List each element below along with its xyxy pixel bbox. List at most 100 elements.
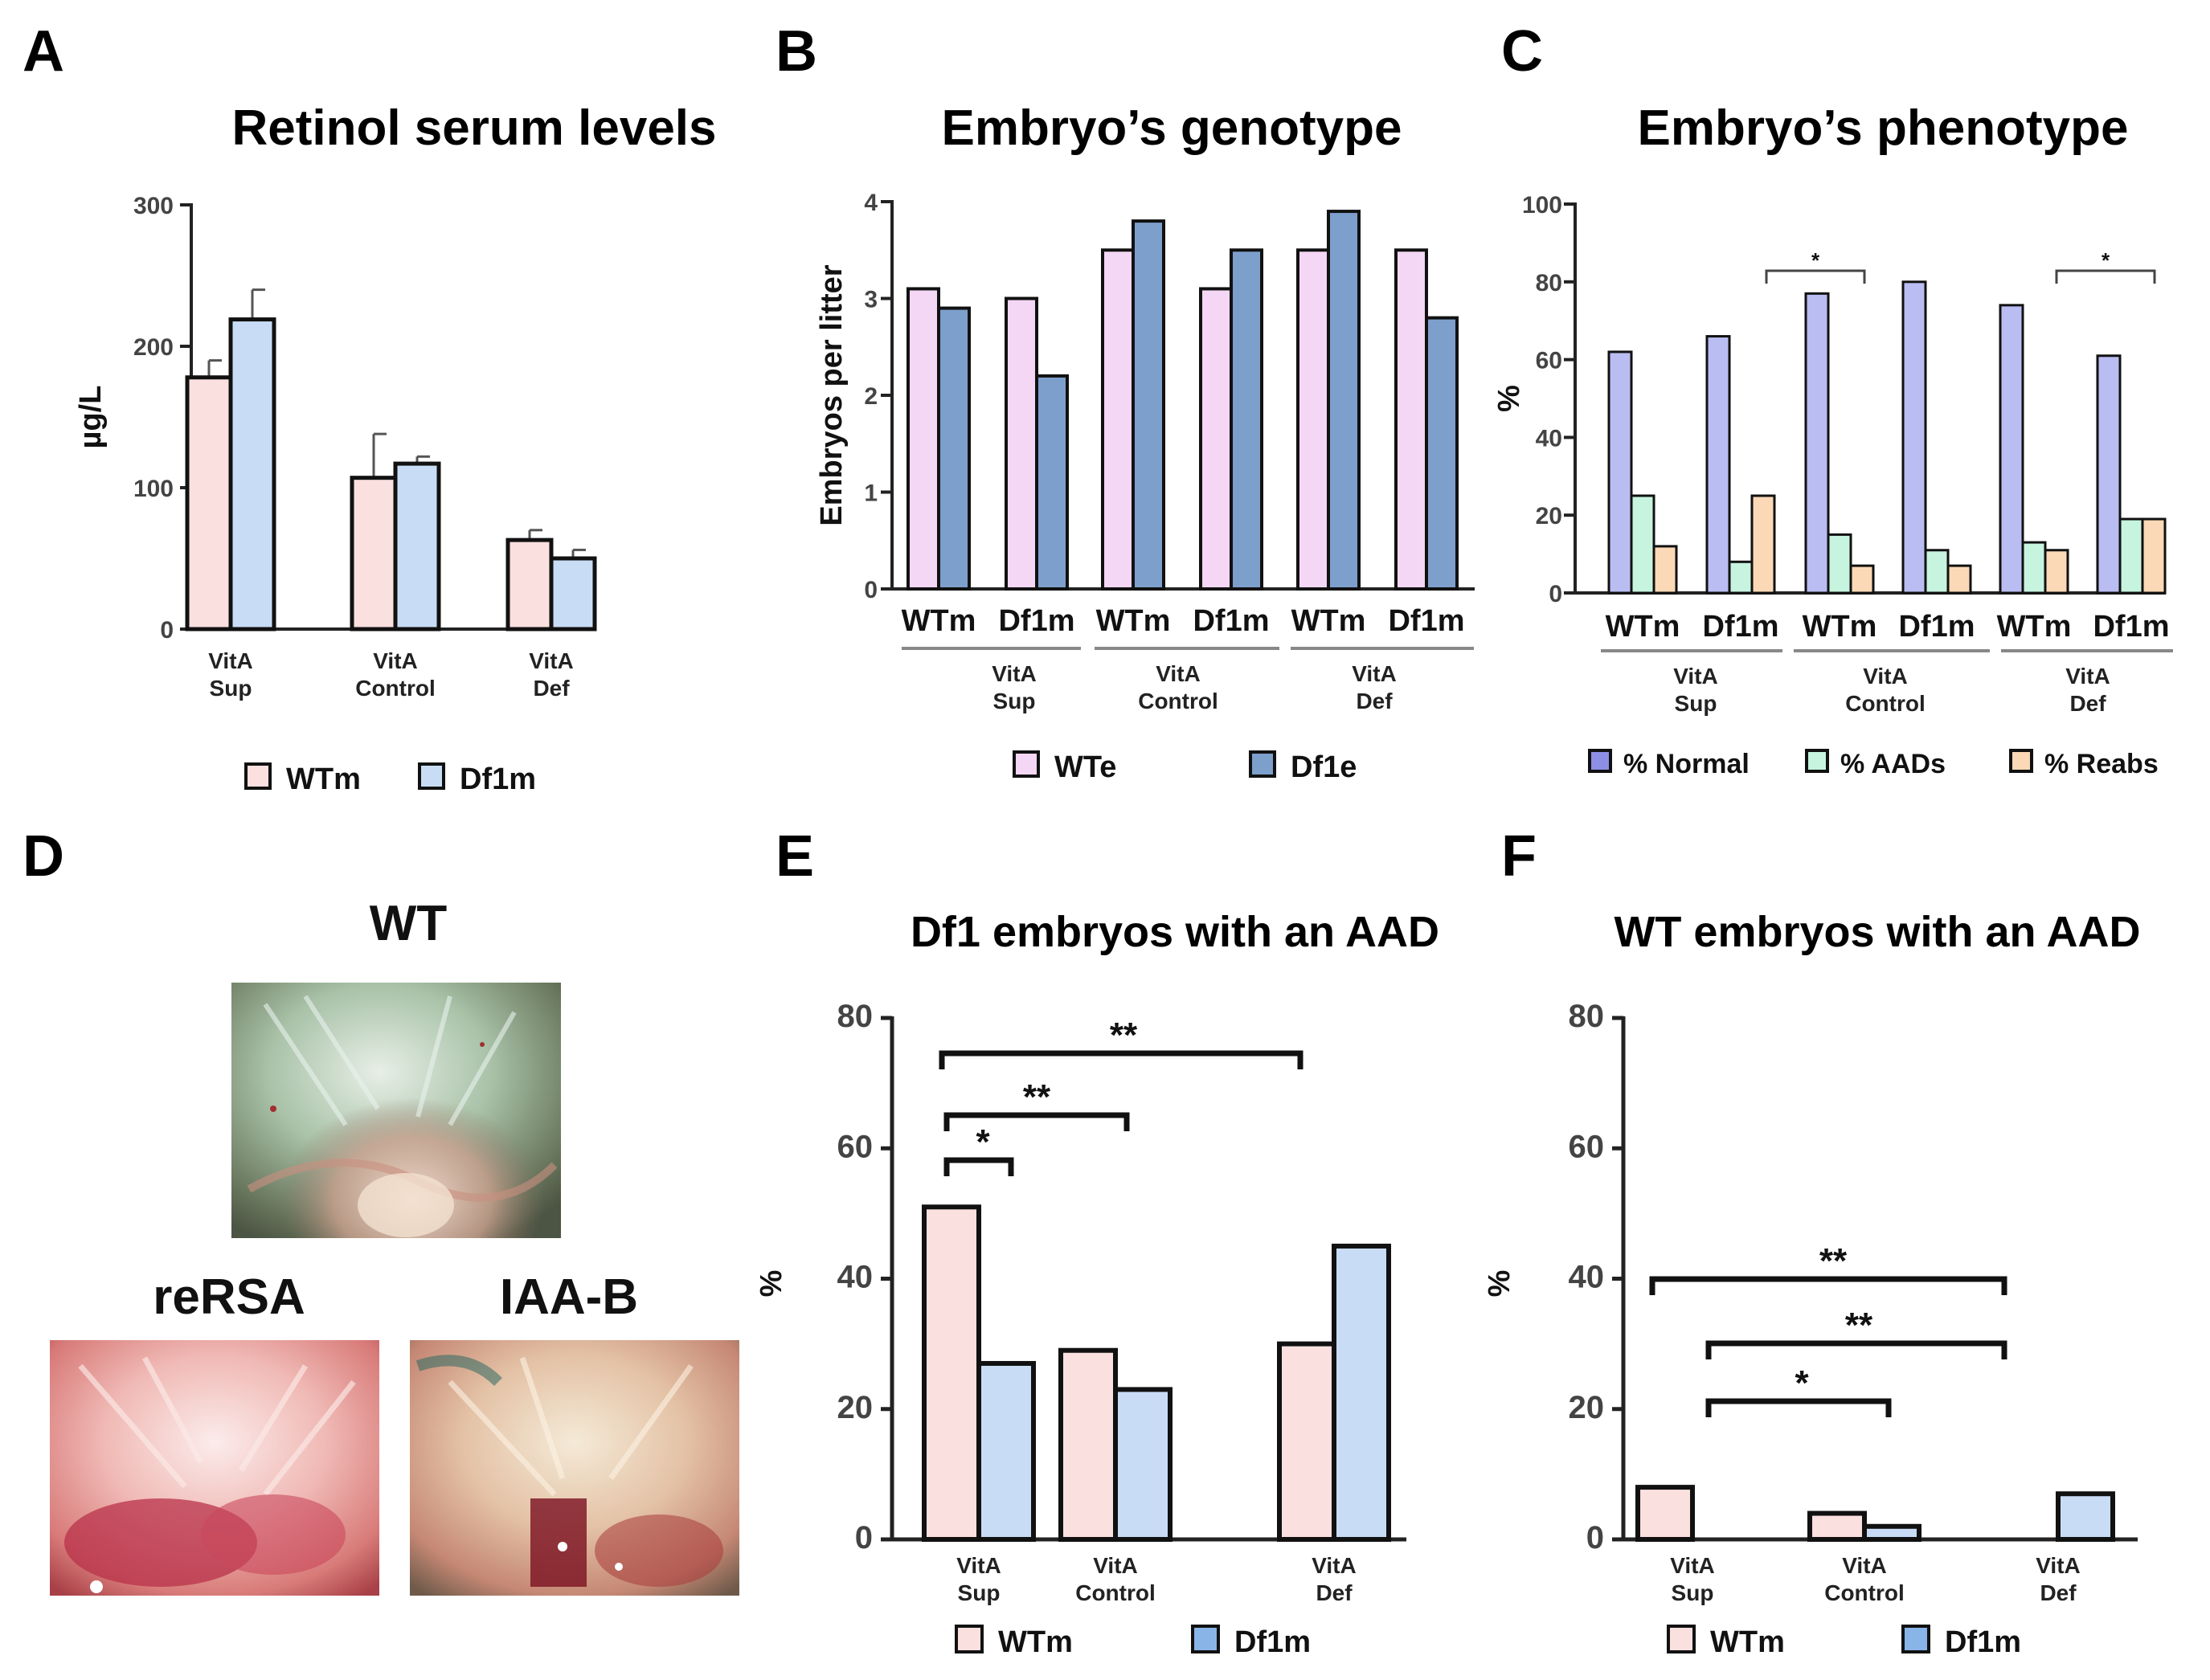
legend-swatch [955,1625,984,1653]
y-axis-label: % [755,1270,788,1298]
legend-swatch [1901,1625,1930,1653]
chart-b-genotype: 0 1 2 3 4 Embryos per litter WTm Df1m WTm Df1m WTm… [815,190,1475,784]
panel-letter-a: A [23,19,64,84]
bar [907,287,940,591]
bar [1635,1485,1695,1542]
bar [1607,350,1633,595]
y-tick-label: 80 [837,999,874,1034]
y-tick-label: 40 [1536,425,1562,452]
bar [1113,1387,1173,1542]
subcategory-label: Df1m [2093,610,2169,644]
subcategory-label: WTm [1606,610,1680,644]
panel-letter-e: E [776,824,814,889]
y-tick-label: 20 [1569,1390,1605,1425]
category-label: Control [355,676,436,701]
y-tick-label: 4 [864,190,878,216]
group-label: Def [1356,689,1393,713]
chart-a-retinol: 0 100 200 300 µg/L VitA Sup VitA Control VitA Def W… [74,193,597,796]
bar [976,1360,1036,1543]
group-label: VitA [1352,661,1397,686]
category-label: Def [2040,1580,2077,1605]
legend-label: % Normal [1623,749,1750,779]
category-label: VitA [1670,1553,1715,1578]
legend-swatch [1249,750,1276,778]
significance-label: ** [1819,1241,1848,1281]
subcategory-label: WTm [1997,610,2072,644]
y-tick-label: 40 [1569,1260,1605,1295]
group-label: VitA [1673,664,1718,689]
group-label: Control [1845,691,1926,716]
bar [1132,219,1165,591]
bar [393,461,441,632]
photo-label-rersa: reRSA [153,1269,305,1325]
panel-letter-d: D [23,824,64,889]
bar [549,556,597,632]
subcategory-label: WTm [1803,610,1877,644]
legend-label: Df1m [1945,1625,2021,1659]
bar [1827,533,1852,595]
y-tick-label: 80 [1536,270,1562,296]
bar [1901,280,1927,595]
panel-letter-b: B [776,19,817,84]
significance-label: * [1795,1363,1809,1403]
significance-bracket [1705,1398,1892,1417]
legend-swatch [1588,749,1612,773]
legend-swatch [2009,749,2033,773]
panel-f-title: WT embryos with an AAD [1614,908,2140,956]
bar [1425,316,1459,591]
bar [1999,304,2024,595]
bar [2118,517,2144,595]
bar [1862,1523,1921,1543]
y-axis-label: Embryos per litter [815,264,849,525]
group-label: Sup [1675,691,1717,716]
y-tick-label: 0 [864,577,878,603]
subcategory-label: WTm [1096,604,1171,638]
chart-e-df1-aad: 020406080%VitASupVitAControlVitADef*****… [755,999,1406,1659]
y-tick-label: 60 [1536,348,1562,374]
panel-e-title: Df1 embryos with an AAD [911,908,1439,956]
legend-swatch [418,762,445,790]
legend-label: Df1m [460,762,536,796]
bar [1058,1347,1118,1543]
y-tick-label: 0 [855,1520,873,1555]
y-axis-label: µg/L [74,386,108,449]
category-label: VitA [529,648,574,673]
category-label: VitA [1312,1553,1357,1578]
category-label: Sup [1672,1580,1714,1605]
bar [1705,335,1731,595]
bar [1277,1341,1336,1542]
group-label: Def [2069,691,2106,716]
bar [922,1204,981,1542]
category-label: VitA [956,1553,1001,1578]
legend-label: Df1e [1291,750,1357,784]
category-label: VitA [208,648,253,673]
bar [2021,541,2047,595]
legend-swatch [1013,750,1040,778]
group-label: VitA [992,661,1037,686]
legend-label: % AADs [1840,749,1946,779]
bar [2096,354,2122,595]
photo-rersa [50,1340,379,1596]
significance-label: * [2102,248,2110,272]
photo-label-iaab: IAA-B [500,1269,638,1325]
bar [505,538,554,632]
legend-label: WTm [286,762,361,796]
panel-letter-c: C [1501,19,1543,84]
subcategory-label: WTm [902,604,976,638]
bar [2141,517,2167,595]
y-tick-label: 300 [133,193,174,219]
y-tick-label: 80 [1569,999,1605,1034]
bar [1804,292,1830,595]
subcategory-label: Df1m [998,604,1074,638]
group-label: Sup [993,689,1036,713]
bar [1849,564,1875,595]
category-label: Control [1075,1580,1156,1605]
bar [1101,248,1135,591]
bar [937,306,971,591]
significance-bracket [1705,1340,2007,1359]
bar [1296,248,1330,591]
y-tick-label: 60 [1569,1129,1605,1164]
group-label: VitA [1863,664,1908,689]
y-tick-label: 2 [864,383,878,410]
